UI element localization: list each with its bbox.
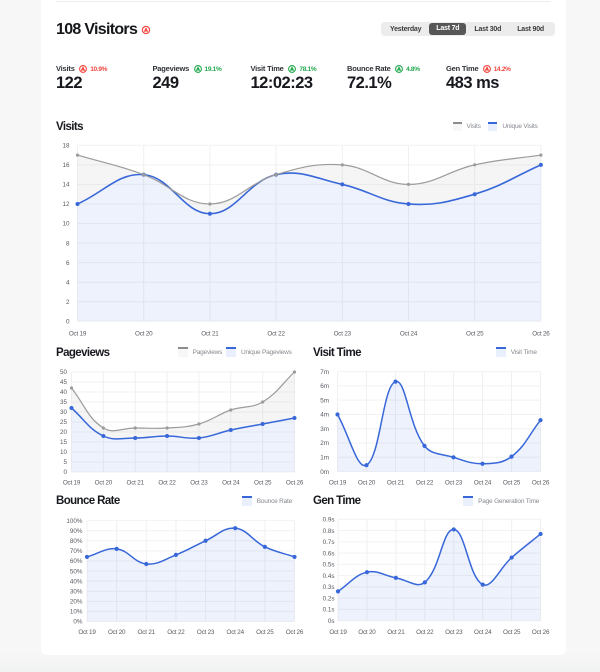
svg-text:Oct 25: Oct 25 [466, 331, 484, 338]
svg-text:16: 16 [62, 162, 70, 169]
svg-text:Oct 26: Oct 26 [532, 629, 550, 636]
svg-text:50: 50 [60, 369, 68, 376]
svg-text:14: 14 [62, 182, 70, 189]
svg-text:20: 20 [60, 429, 68, 436]
svg-text:10%: 10% [70, 609, 83, 616]
svg-text:Oct 22: Oct 22 [416, 480, 434, 487]
svg-text:7m: 7m [320, 369, 329, 376]
svg-text:10: 10 [62, 221, 70, 228]
svg-text:Oct 24: Oct 24 [474, 629, 492, 636]
svg-text:0.8s: 0.8s [323, 528, 335, 535]
svg-text:Oct 23: Oct 23 [190, 480, 208, 487]
svg-text:0.6s: 0.6s [323, 550, 335, 557]
svg-text:0.7s: 0.7s [323, 539, 335, 546]
svg-text:Oct 26: Oct 26 [286, 629, 304, 636]
svg-text:30: 30 [60, 409, 68, 416]
svg-text:Oct 23: Oct 23 [445, 480, 463, 487]
svg-text:45: 45 [60, 379, 68, 386]
svg-text:Oct 20: Oct 20 [95, 480, 113, 487]
svg-text:Oct 19: Oct 19 [69, 331, 87, 338]
svg-text:5: 5 [63, 459, 67, 466]
svg-text:Oct 24: Oct 24 [400, 331, 418, 338]
svg-text:Oct 24: Oct 24 [222, 480, 240, 487]
svg-text:Oct 19: Oct 19 [78, 629, 96, 636]
svg-text:0.1s: 0.1s [323, 607, 335, 614]
svg-text:0.3s: 0.3s [323, 584, 335, 591]
svg-text:Oct 22: Oct 22 [158, 480, 176, 487]
svg-text:100%: 100% [66, 518, 83, 525]
svg-text:Oct 26: Oct 26 [286, 480, 304, 487]
svg-text:Oct 25: Oct 25 [503, 480, 521, 487]
svg-text:0.5s: 0.5s [323, 562, 335, 569]
svg-text:Oct 21: Oct 21 [387, 629, 405, 636]
svg-text:Oct 25: Oct 25 [254, 480, 272, 487]
svg-text:Oct 22: Oct 22 [167, 629, 185, 636]
svg-text:Oct 19: Oct 19 [63, 480, 81, 487]
svg-text:70%: 70% [70, 548, 83, 555]
svg-text:15: 15 [60, 439, 68, 446]
svg-text:Oct 19: Oct 19 [329, 629, 347, 636]
svg-text:5m: 5m [320, 397, 329, 404]
svg-text:0.2s: 0.2s [323, 595, 335, 602]
svg-text:2m: 2m [320, 440, 329, 447]
svg-text:6m: 6m [320, 383, 329, 390]
svg-text:40: 40 [60, 389, 68, 396]
svg-text:Oct 24: Oct 24 [227, 629, 245, 636]
svg-text:Oct 19: Oct 19 [329, 480, 347, 487]
svg-text:12: 12 [62, 201, 70, 208]
svg-text:Oct 25: Oct 25 [256, 629, 274, 636]
svg-text:4m: 4m [320, 412, 329, 419]
svg-text:Oct 20: Oct 20 [358, 629, 376, 636]
svg-text:Oct 26: Oct 26 [532, 480, 550, 487]
svg-text:Oct 21: Oct 21 [387, 480, 405, 487]
svg-text:Oct 21: Oct 21 [138, 629, 156, 636]
svg-text:0s: 0s [328, 618, 335, 625]
svg-text:6: 6 [66, 260, 70, 267]
svg-text:0: 0 [66, 319, 70, 326]
svg-text:0%: 0% [73, 619, 83, 626]
svg-text:Oct 22: Oct 22 [416, 629, 434, 636]
svg-text:2: 2 [66, 299, 70, 306]
svg-text:25: 25 [60, 419, 68, 426]
svg-text:Oct 23: Oct 23 [334, 331, 352, 338]
svg-text:90%: 90% [70, 528, 83, 535]
svg-text:30%: 30% [70, 588, 83, 595]
svg-text:10: 10 [60, 449, 68, 456]
svg-text:35: 35 [60, 399, 68, 406]
svg-text:Oct 23: Oct 23 [197, 629, 215, 636]
svg-text:Oct 20: Oct 20 [358, 480, 376, 487]
svg-text:1m: 1m [320, 455, 329, 462]
svg-text:0m: 0m [320, 469, 329, 476]
svg-text:40%: 40% [70, 578, 83, 585]
svg-text:Oct 20: Oct 20 [108, 629, 126, 636]
svg-text:18: 18 [62, 143, 70, 150]
svg-text:Oct 23: Oct 23 [445, 629, 463, 636]
svg-text:4: 4 [66, 279, 70, 286]
svg-text:80%: 80% [70, 538, 83, 545]
svg-text:8: 8 [66, 240, 70, 247]
svg-text:Oct 22: Oct 22 [267, 331, 285, 338]
svg-text:0: 0 [63, 469, 67, 476]
svg-text:20%: 20% [70, 599, 83, 606]
svg-text:Oct 21: Oct 21 [127, 480, 145, 487]
svg-text:Oct 24: Oct 24 [474, 480, 492, 487]
svg-text:Oct 20: Oct 20 [135, 331, 153, 338]
svg-text:0.4s: 0.4s [323, 573, 335, 580]
svg-text:0.9s: 0.9s [323, 517, 335, 524]
svg-text:50%: 50% [70, 568, 83, 575]
svg-text:Oct 25: Oct 25 [503, 629, 521, 636]
svg-text:Oct 26: Oct 26 [532, 331, 550, 338]
svg-text:60%: 60% [70, 558, 83, 565]
svg-text:3m: 3m [320, 426, 329, 433]
svg-text:Oct 21: Oct 21 [201, 331, 219, 338]
